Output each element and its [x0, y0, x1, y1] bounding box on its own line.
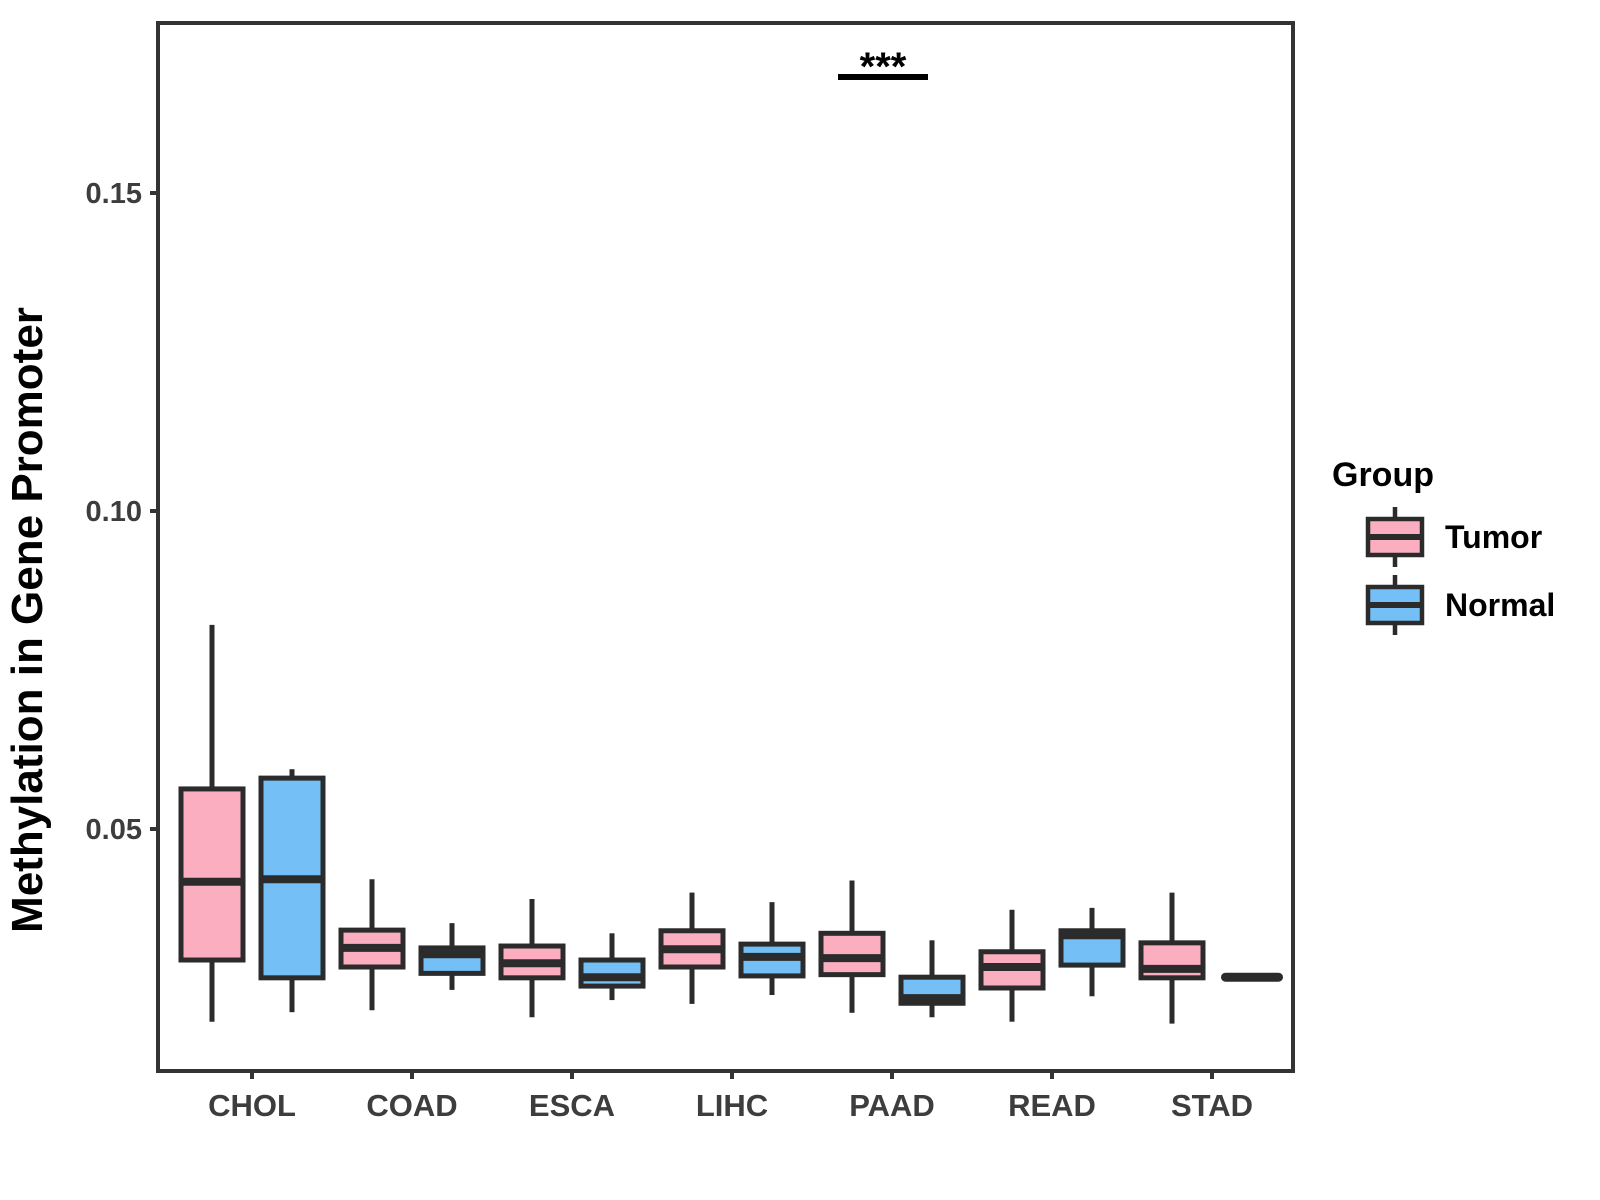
legend-title: Group — [1332, 456, 1434, 494]
boxplot-READ-tumor-box — [978, 949, 1046, 991]
y-tick-label: 0.05 — [86, 814, 142, 846]
y-tick-label: 0.15 — [86, 178, 142, 210]
boxplot-CHOL-tumor-box — [178, 786, 246, 963]
boxplot-ESCA-normal-box — [578, 957, 646, 989]
x-tick-label-ESCA: ESCA — [529, 1088, 615, 1123]
x-tick-label-CHOL: CHOL — [208, 1088, 296, 1123]
boxplot-STAD-normal-flat-line — [1221, 972, 1283, 982]
x-tick-label-PAAD: PAAD — [849, 1088, 935, 1123]
y-axis-title: Methylation in Gene Promoter — [3, 307, 52, 933]
legend-label-tumor: Tumor — [1445, 519, 1542, 555]
y-tick-label: 0.10 — [86, 496, 142, 528]
x-tick-label-COAD: COAD — [366, 1088, 457, 1123]
x-tick-label-STAD: STAD — [1171, 1088, 1253, 1123]
legend-label-normal: Normal — [1445, 587, 1555, 623]
x-tick-label-READ: READ — [1008, 1088, 1096, 1123]
x-tick-label-LIHC: LIHC — [696, 1088, 768, 1123]
boxplot-PAAD-tumor-box — [818, 930, 886, 978]
plot-panel — [156, 21, 1295, 1073]
significance-stars: *** — [860, 45, 907, 89]
